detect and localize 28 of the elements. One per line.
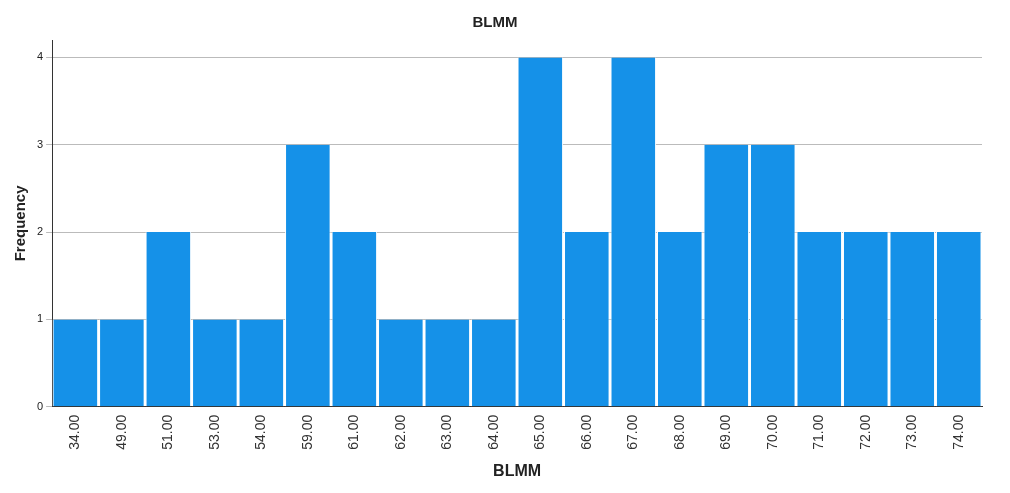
x-tick-label: 53.00 [205,414,222,450]
x-tick-label: 49.00 [112,414,129,450]
chart-title: BLMM [472,13,518,31]
x-tick-label: 72.00 [856,414,873,450]
y-tick-label: 1 [36,312,44,325]
x-tick-label: 74.00 [949,414,966,450]
x-tick-label: 64.00 [484,414,501,450]
x-tick-label: 54.00 [252,414,269,450]
x-tick-label: 71.00 [810,414,827,450]
x-tick-label: 70.00 [763,414,780,450]
x-tick-label: 51.00 [159,414,176,450]
x-tick-label: 73.00 [903,414,920,450]
y-axis-title: Frequency [11,184,29,262]
y-tick-label: 3 [36,137,44,150]
x-tick-label: 63.00 [438,414,455,450]
y-tick-label: 2 [36,225,44,238]
y-tick-label: 0 [36,399,44,412]
x-tick-label: 62.00 [391,414,408,450]
x-axis-title: BLMM [493,461,542,479]
x-tick-label: 59.00 [298,414,315,450]
x-tick-label: 65.00 [531,414,548,450]
y-tick-label: 4 [36,50,44,63]
x-tick-label: 34.00 [66,414,83,450]
x-tick-label: 66.00 [577,414,594,450]
x-tick-label: 61.00 [345,414,362,450]
x-tick-label: 67.00 [624,414,641,450]
x-tick-label: 69.00 [717,414,734,450]
x-tick-label: 68.00 [670,414,687,450]
